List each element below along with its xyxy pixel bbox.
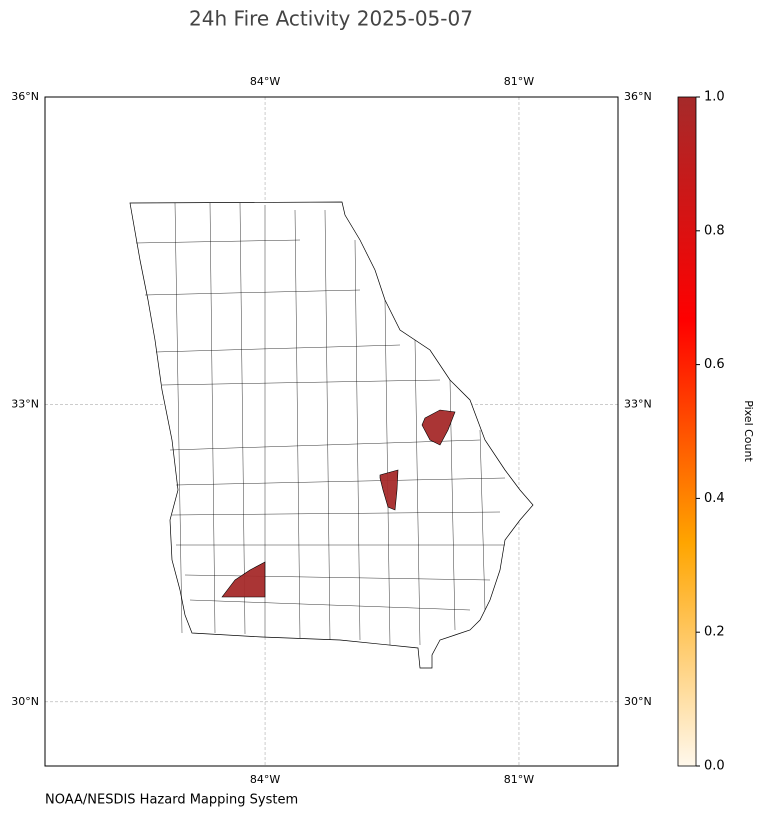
lat-label: 30°N xyxy=(11,695,39,708)
lat-label: 33°N xyxy=(11,398,39,411)
fire-county xyxy=(421,409,456,446)
lon-label: 81°W xyxy=(504,75,534,88)
lat-label: 33°N xyxy=(624,398,652,411)
lon-label: 84°W xyxy=(250,75,280,88)
map-title: 24h Fire Activity 2025-05-07 xyxy=(189,7,473,31)
county-lines xyxy=(135,202,506,646)
colorbar-tick-label: 0.2 xyxy=(704,625,725,640)
state-outline xyxy=(129,201,534,669)
fire-county xyxy=(379,469,399,511)
map-frame xyxy=(44,96,619,767)
colorbar-tick-label: 1.0 xyxy=(704,90,725,105)
colorbar xyxy=(677,96,697,767)
colorbar-tick-label: 0.8 xyxy=(704,223,725,238)
lon-label: 84°W xyxy=(250,773,280,786)
lat-label: 36°N xyxy=(11,90,39,103)
fire-county xyxy=(221,561,266,598)
colorbar-label: Pixel Count xyxy=(742,400,755,462)
colorbar-tick-label: 0.6 xyxy=(704,357,725,372)
source-credit: NOAA/NESDIS Hazard Mapping System xyxy=(45,793,298,808)
lon-label: 81°W xyxy=(504,773,534,786)
colorbar-tick-label: 0.0 xyxy=(704,759,725,774)
colorbar-tick-label: 0.4 xyxy=(704,491,725,506)
lat-label: 30°N xyxy=(624,695,652,708)
lat-label: 36°N xyxy=(624,90,652,103)
